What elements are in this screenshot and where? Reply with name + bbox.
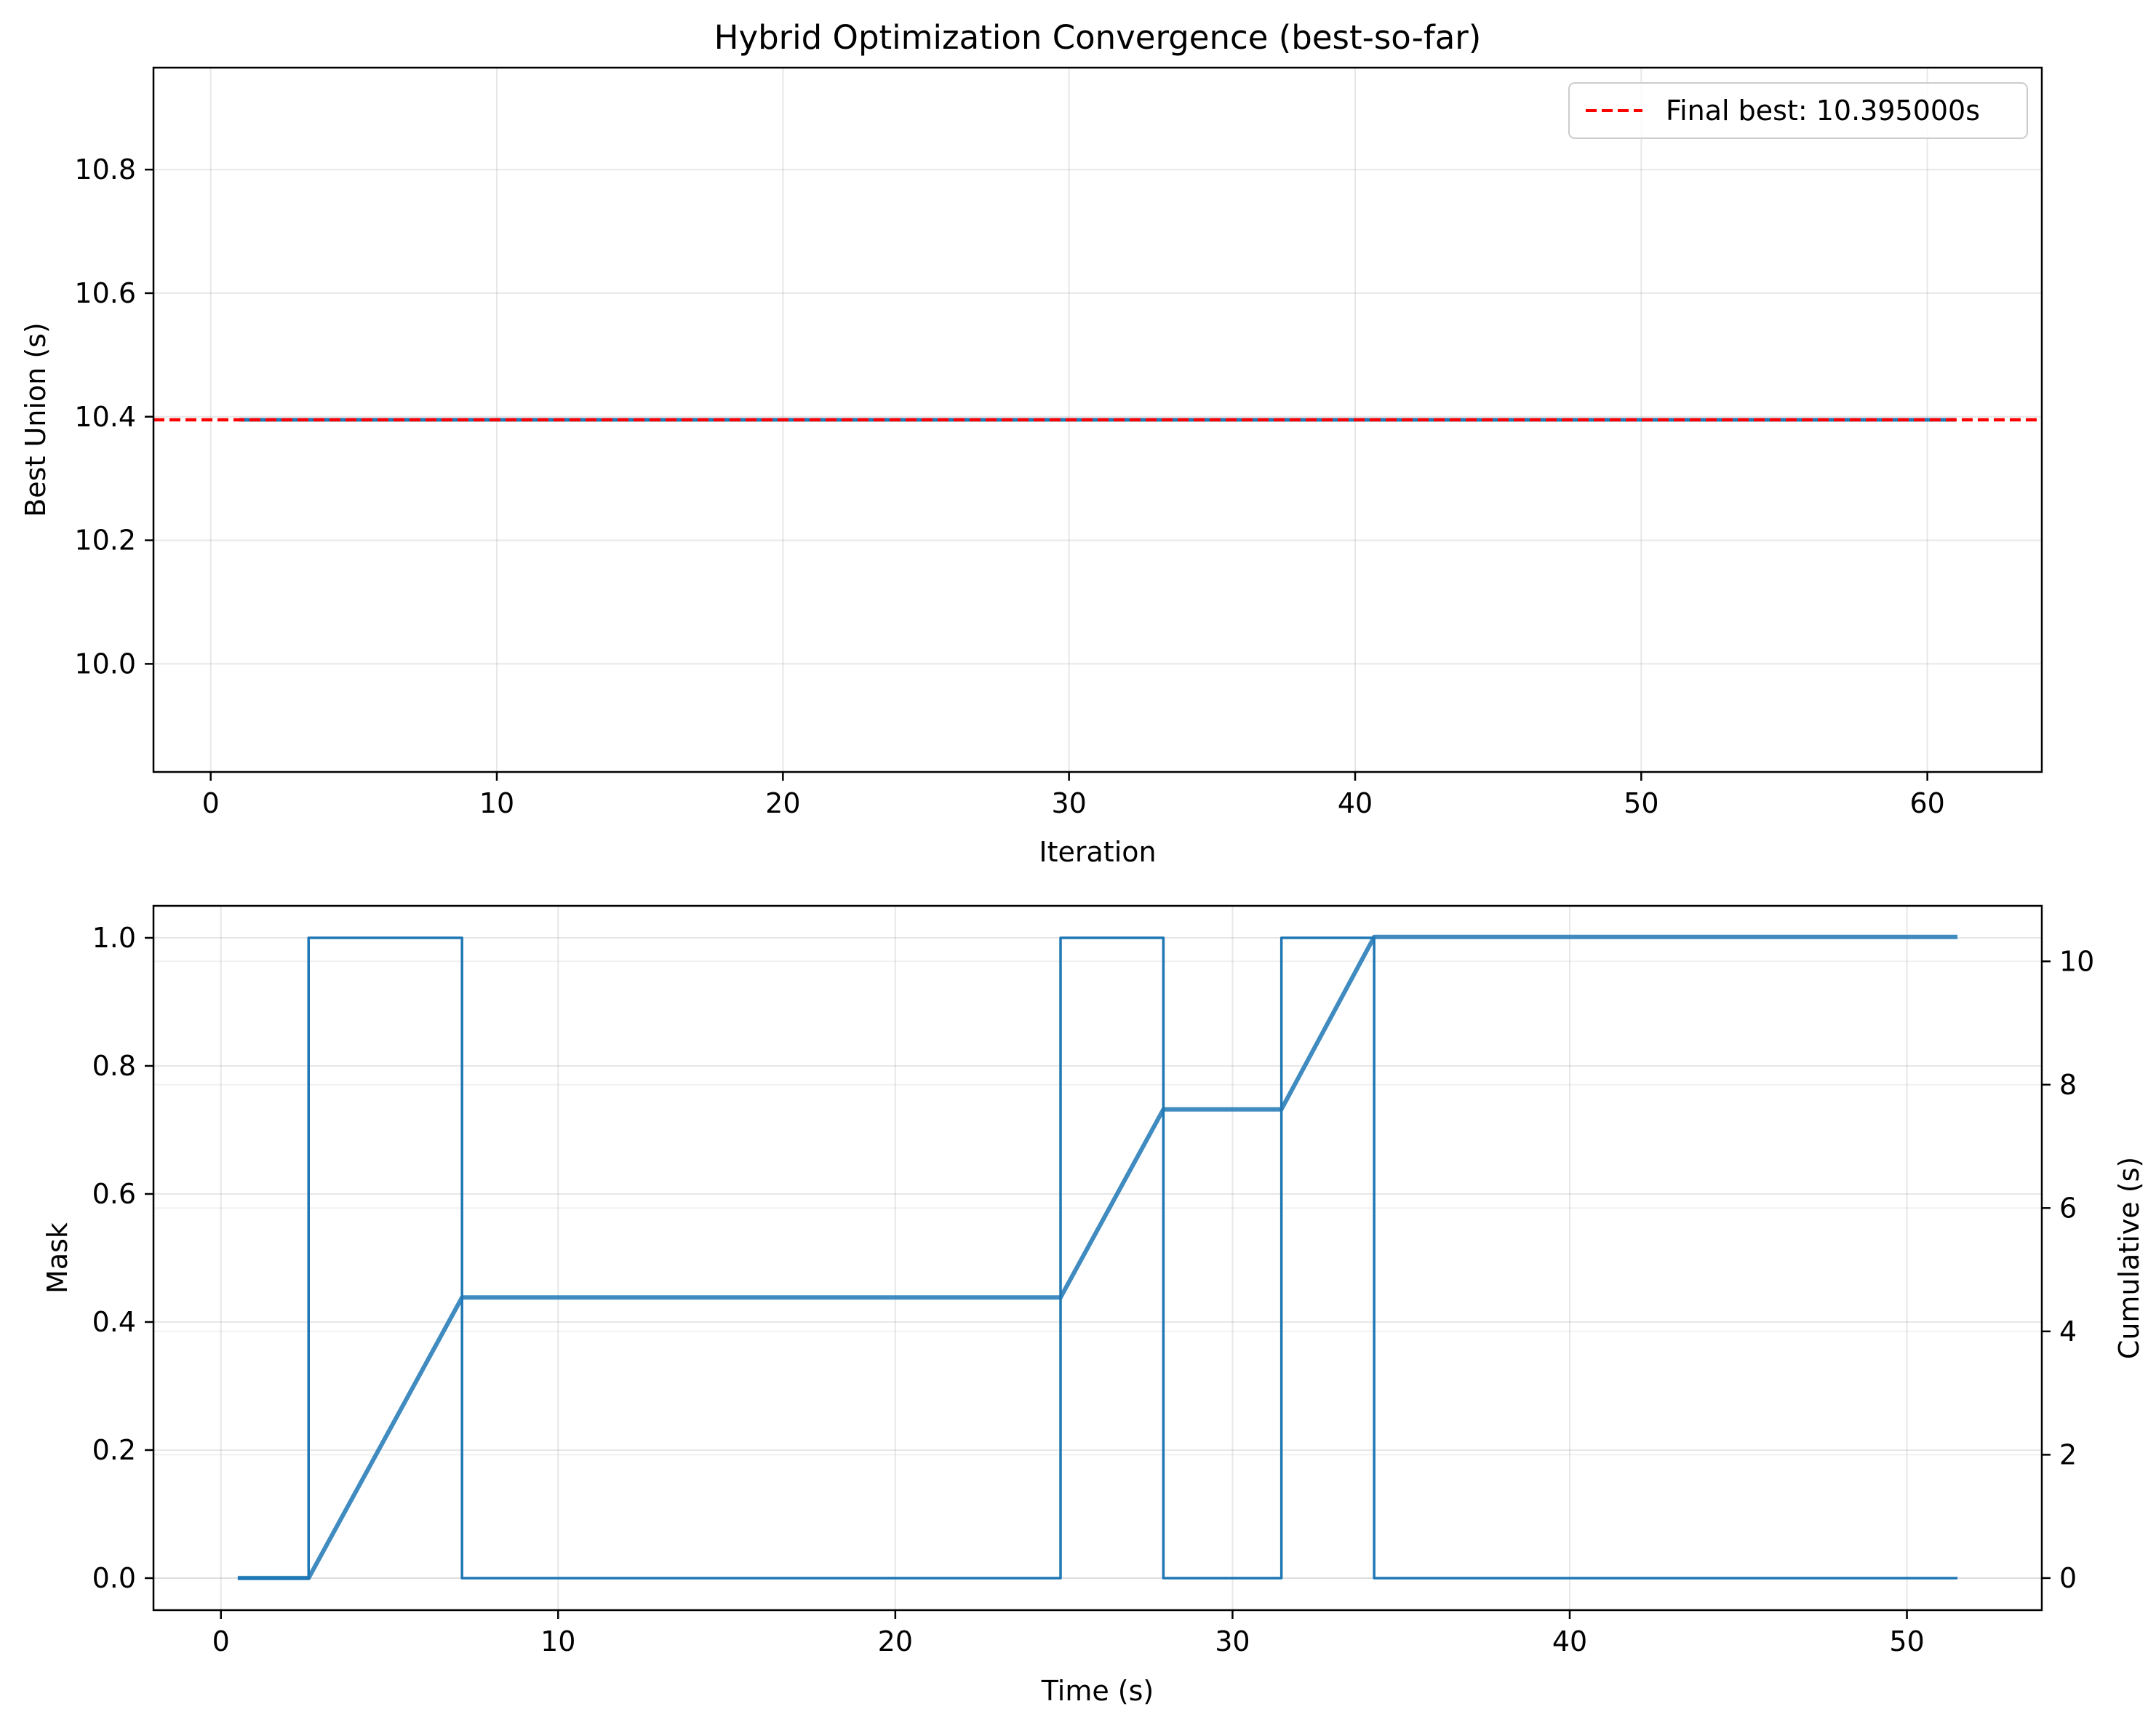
y-tick-label: 10.6 [74,277,136,309]
mask-panel: 0 10 20 30 40 50 0.0 0.2 0.4 0.6 0.8 1.0 0 2 4 6 8 10 Tim… [41,904,2145,1707]
x-tick-label: 0 [202,787,220,819]
mask-step-line [237,936,1958,1580]
convergence-legend: Final best: 10.395000s [1568,82,2028,139]
y2-tick-label: 4 [2059,1315,2077,1347]
legend-label-final-best: Final best: 10.395000s [1666,95,1980,127]
y2-tick-label: 0 [2059,1562,2077,1594]
convergence-panel: 0 10 20 30 40 50 60 10.0 10.2 10.4 10.6 10.8 Hybrid… [20,18,2043,868]
x-tick-label: 50 [1624,787,1658,819]
mask-x-axis-label: Time (s) [1041,1675,1154,1707]
x-tick-label: 50 [1889,1625,1924,1657]
y-tick-label: 10.8 [74,154,136,186]
cumulative-y-axis-label: Cumulative (s) [2113,1157,2145,1359]
cumulative-line [237,934,1958,1580]
x-tick-label: 60 [1909,787,1944,819]
y-tick-label: 0.6 [92,1178,136,1210]
y2-tick-label: 2 [2059,1438,2077,1470]
y-tick-label: 1.0 [92,922,136,954]
convergence-title: Hybrid Optimization Convergence (best-so… [714,18,1482,57]
x-tick-label: 40 [1338,787,1373,819]
convergence-plot-frame [152,66,2043,773]
convergence-ticks: 0 10 20 30 40 50 60 10.0 10.2 10.4 10.6 10.8 [74,154,1944,819]
legend-box [1568,82,2028,139]
x-tick-label: 40 [1552,1625,1587,1657]
x-tick-label: 10 [479,787,514,819]
y-tick-label: 10.2 [74,525,136,557]
y2-tick-label: 6 [2059,1192,2077,1224]
y-tick-label: 10.0 [74,648,136,680]
y-tick-label: 0.8 [92,1050,136,1082]
x-tick-label: 30 [1215,1625,1250,1657]
y2-tick-label: 10 [2059,945,2094,977]
x-tick-label: 10 [540,1625,575,1657]
convergence-y-axis-label: Best Union (s) [20,322,52,517]
y-tick-label: 0.0 [92,1562,136,1594]
mask-marks [237,934,1958,1580]
y2-tick-label: 8 [2059,1069,2077,1101]
y-tick-label: 0.4 [92,1306,136,1338]
convergence-x-axis-label: Iteration [1039,836,1156,868]
mask-plot-frame [152,904,2043,1612]
mask-y-axis-label: Mask [41,1222,73,1294]
convergence-grid [153,68,2042,772]
x-tick-label: 20 [765,787,800,819]
y-tick-label: 10.4 [74,401,136,433]
x-tick-label: 30 [1051,787,1086,819]
x-tick-label: 20 [878,1625,913,1657]
x-tick-label: 0 [212,1625,230,1657]
y-tick-label: 0.2 [92,1434,136,1466]
mask-ticks: 0 10 20 30 40 50 0.0 0.2 0.4 0.6 0.8 1.0 0 2 4 6 8 10 [92,922,2095,1657]
